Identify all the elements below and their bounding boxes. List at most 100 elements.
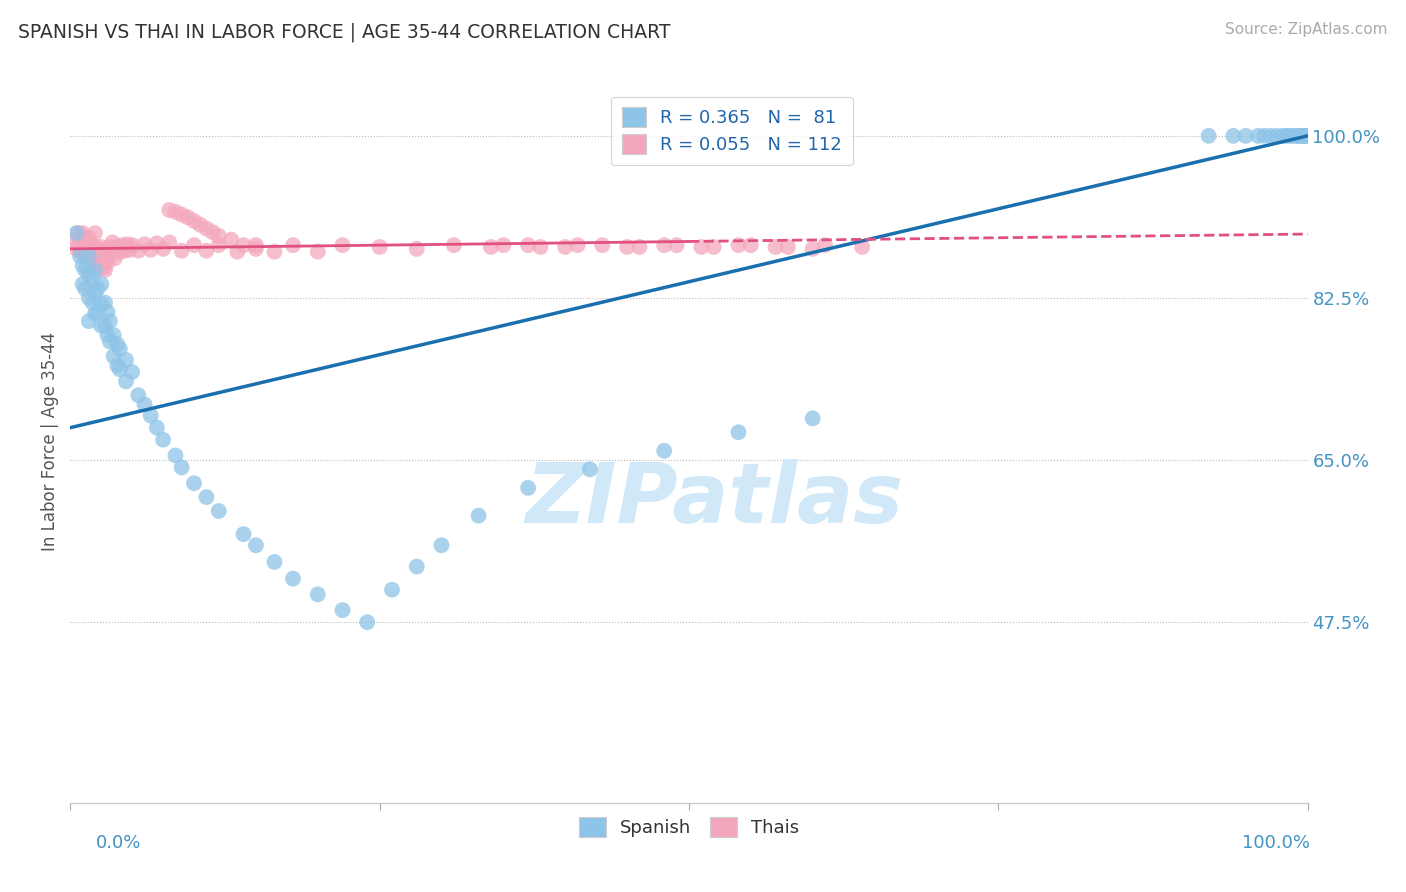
Point [82,295,104,310]
Point [103,328,125,343]
Point [1291,128,1313,143]
Point [80,240,103,254]
Point [134,237,156,252]
Point [652,238,675,252]
Text: SPANISH VS THAI IN LABOR FORCE | AGE 35-44 CORRELATION CHART: SPANISH VS THAI IN LABOR FORCE | AGE 35-… [18,22,671,42]
Point [84,242,107,256]
Point [263,244,285,259]
Point [281,238,304,252]
Point [72,242,94,256]
Point [332,238,354,252]
Point [195,221,218,235]
Point [208,504,231,518]
Point [134,397,156,411]
Point [84,240,107,254]
Point [139,409,162,423]
Point [245,242,267,256]
Point [65,242,87,256]
Point [517,238,540,252]
Point [152,242,174,256]
Point [467,508,489,523]
Point [703,240,725,254]
Point [98,314,121,328]
Point [232,238,254,252]
Point [1291,128,1313,143]
Point [765,240,787,254]
Text: ZIPatlas: ZIPatlas [524,458,903,540]
Point [75,233,97,247]
Point [77,268,100,282]
Point [111,238,134,252]
Point [90,254,112,268]
Point [157,235,180,250]
Point [65,235,87,250]
Point [66,226,89,240]
Point [115,353,138,368]
Point [307,244,329,259]
Point [1247,128,1270,143]
Point [77,249,100,263]
Point [1265,128,1288,143]
Point [77,291,100,305]
Point [93,247,115,261]
Point [118,243,141,257]
Point [105,359,128,373]
Point [90,240,112,254]
Point [1294,128,1316,143]
Point [76,247,98,261]
Point [554,240,576,254]
Point [628,240,651,254]
Point [82,254,104,268]
Point [245,238,267,252]
Point [1271,128,1294,143]
Point [263,555,285,569]
Point [83,244,105,258]
Point [170,460,193,475]
Point [727,425,749,440]
Point [103,349,125,363]
Point [96,305,118,319]
Point [77,244,100,258]
Point [127,244,149,258]
Point [356,615,378,630]
Point [1281,128,1303,143]
Point [75,263,97,277]
Point [195,490,218,504]
Point [73,231,96,245]
Point [115,375,138,389]
Point [72,226,94,240]
Point [86,258,108,272]
Point [65,226,87,240]
Point [814,238,837,252]
Point [84,263,107,277]
Point [170,244,193,258]
Point [776,240,799,254]
Point [727,238,749,252]
Point [851,240,873,254]
Point [96,242,118,256]
Point [165,449,187,463]
Point [579,462,602,476]
Point [121,238,143,252]
Point [665,238,688,252]
Point [146,236,169,251]
Point [83,257,105,271]
Point [76,235,98,250]
Point [94,295,117,310]
Point [307,587,329,601]
Point [1275,128,1298,143]
Point [104,251,127,265]
Point [492,238,515,252]
Point [91,244,114,259]
Point [105,337,128,351]
Point [219,233,242,247]
Point [1286,128,1309,143]
Point [152,433,174,447]
Point [84,254,107,268]
Point [69,231,91,245]
Point [1295,128,1317,143]
Point [443,238,465,252]
Point [208,228,231,243]
Text: 100.0%: 100.0% [1243,834,1310,852]
Point [72,259,94,273]
